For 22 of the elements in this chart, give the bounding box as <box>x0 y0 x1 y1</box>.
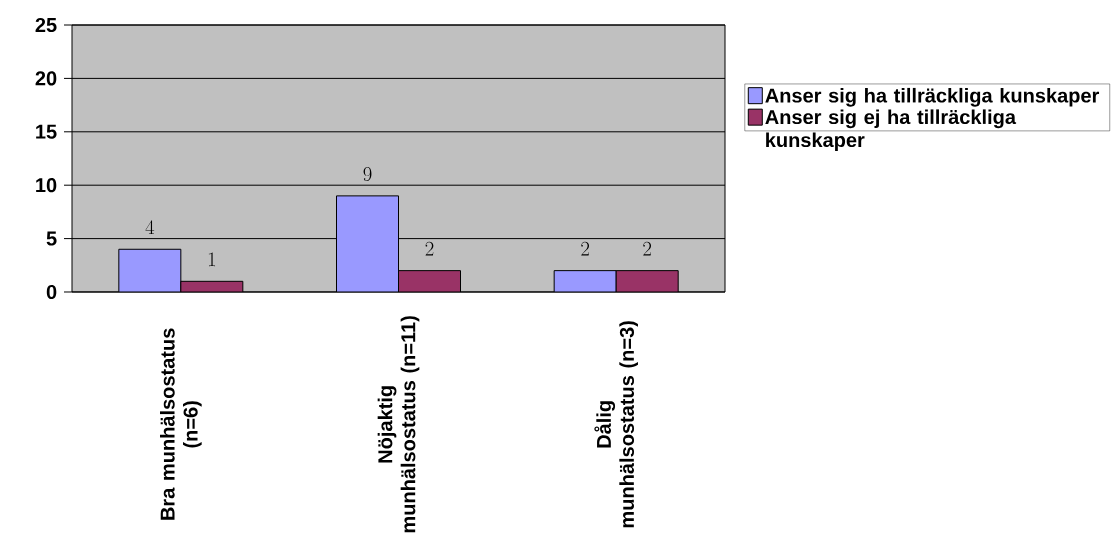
data-label: 1 <box>208 252 216 267</box>
legend-label: Anser sig ha tillräckliga kunskaper <box>765 87 1100 107</box>
bar <box>553 270 617 292</box>
x-tick-label: Nöjaktig munhälsostatus (n=11) <box>377 316 420 533</box>
data-label: 9 <box>363 167 372 182</box>
legend-label: Anser sig ej ha tillräckliga kunskaper <box>765 109 1017 152</box>
y-tick-label: 5 <box>46 231 57 246</box>
y-tick-label: 10 <box>36 178 57 193</box>
data-label: 2 <box>581 241 590 256</box>
bar <box>615 270 679 292</box>
data-label: 2 <box>643 241 652 256</box>
y-tick-label: 25 <box>35 17 57 33</box>
y-tick-label: 15 <box>36 124 57 139</box>
y-tick-label: 0 <box>46 284 57 300</box>
data-label: 4 <box>145 220 155 235</box>
data-label: 2 <box>425 241 434 256</box>
bar <box>398 270 461 292</box>
bar <box>336 195 399 292</box>
y-tick-label: 20 <box>35 71 57 86</box>
bar <box>118 248 182 292</box>
x-tick-label: Bra munhälsostatus (n=6) <box>160 328 202 520</box>
x-tick-label: Dålig munhälsostatus (n=3) <box>594 321 638 528</box>
